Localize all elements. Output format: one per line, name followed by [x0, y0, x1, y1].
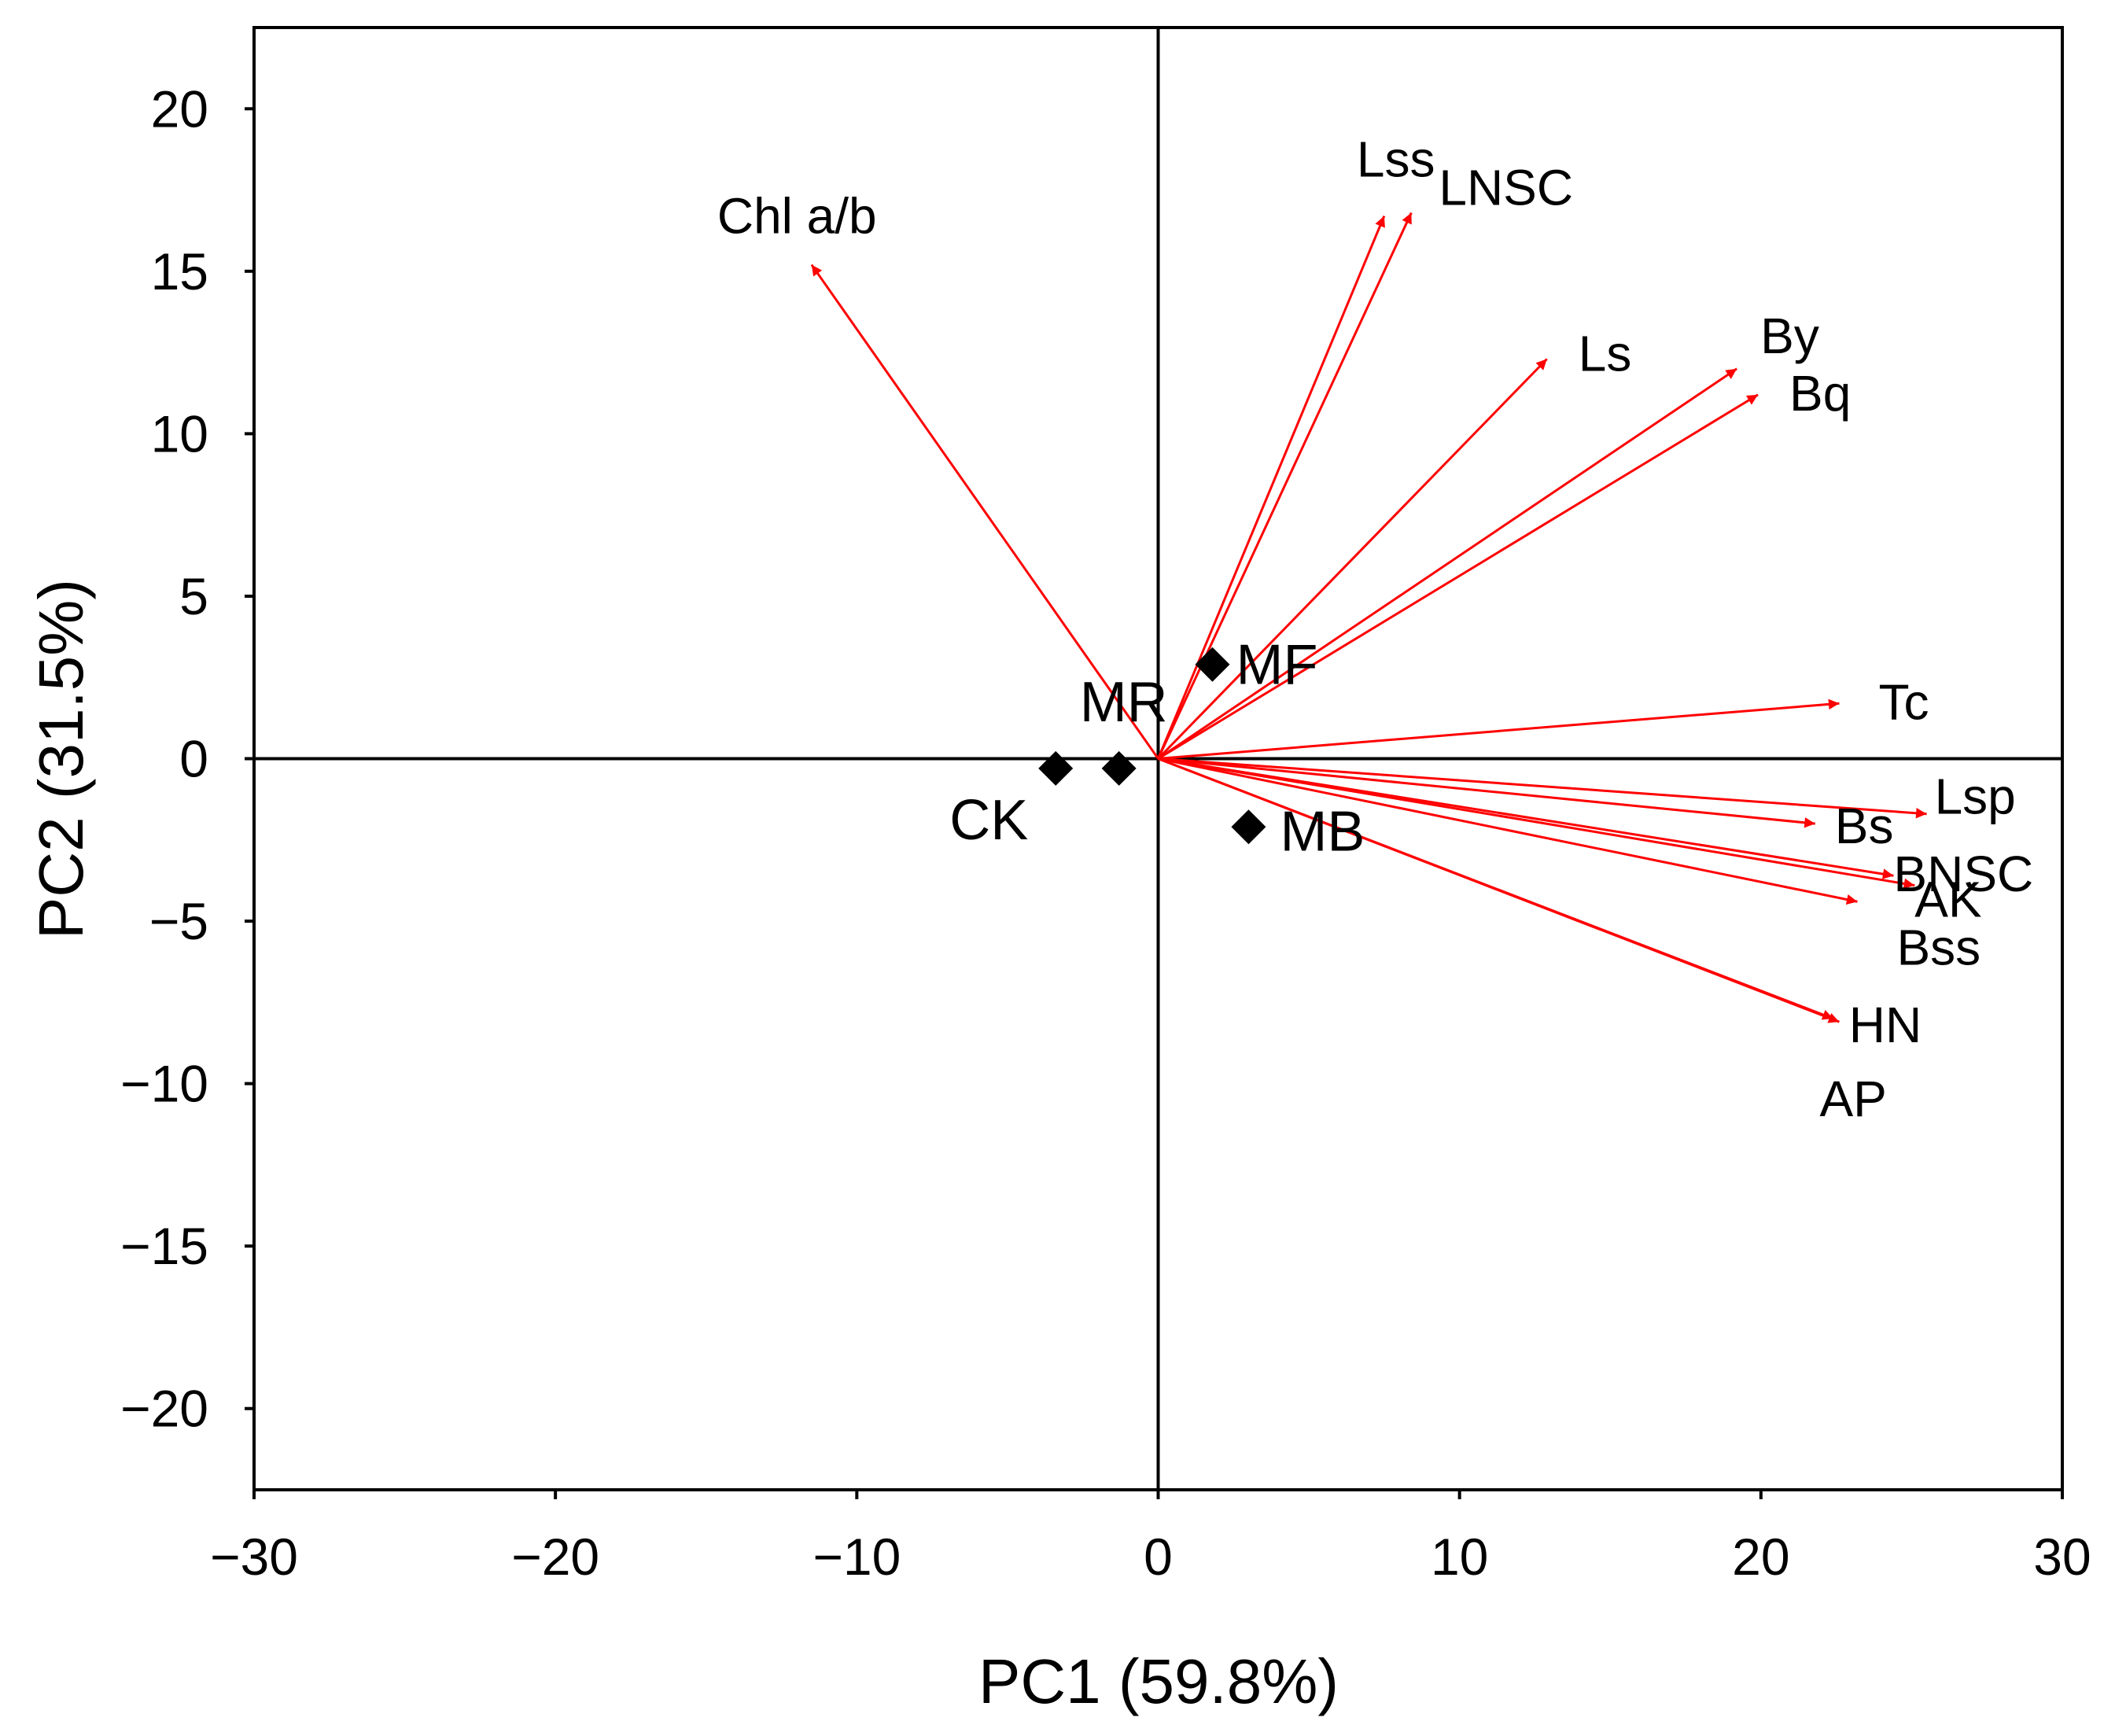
- vector-label: Lsp: [1935, 768, 2016, 825]
- vector-label: Chl a/b: [717, 188, 877, 245]
- sample-label: MB: [1280, 800, 1365, 863]
- y-tick-label: −10: [120, 1055, 208, 1113]
- x-tick-label: 20: [1732, 1528, 1789, 1586]
- y-tick-label: 5: [179, 567, 208, 625]
- y-tick-label: 15: [151, 242, 208, 300]
- vector-label: By: [1760, 308, 1819, 364]
- vector-arrow: [1158, 757, 1858, 905]
- sample-point: [1231, 809, 1266, 845]
- y-tick-label: 10: [151, 404, 208, 463]
- y-axis-title: PC2 (31.5%): [26, 579, 96, 939]
- sample-label: MF: [1236, 634, 1317, 697]
- vector-label: Ls: [1579, 325, 1632, 381]
- vector-arrow: [1157, 367, 1738, 760]
- y-tick-label: 20: [151, 79, 208, 138]
- vector-arrow: [1157, 393, 1759, 760]
- x-tick-label: 10: [1431, 1528, 1488, 1586]
- sample-label: MR: [1080, 671, 1168, 734]
- vector-label: AP: [1819, 1071, 1886, 1127]
- vector-label: Bss: [1896, 919, 1981, 975]
- vector-label: BNSC: [1893, 846, 2033, 902]
- vector-label: HN: [1849, 997, 1922, 1053]
- y-tick-label: −20: [120, 1380, 208, 1438]
- y-tick-label: −15: [120, 1217, 208, 1275]
- vector-arrow: [1158, 698, 1840, 760]
- x-tick-label: −30: [210, 1528, 298, 1586]
- vector-label: LNSC: [1439, 159, 1573, 216]
- vector-label: Lss: [1357, 131, 1435, 188]
- vector-arrow: [1157, 216, 1386, 760]
- vector-label: AK: [1914, 872, 1981, 928]
- sample-label: CK: [949, 789, 1028, 852]
- x-tick-label: −10: [812, 1528, 901, 1586]
- x-tick-label: 0: [1144, 1528, 1173, 1586]
- vector-arrow: [1158, 757, 1815, 828]
- vector-label: Tc: [1878, 673, 1929, 730]
- vector-arrow: [1158, 757, 1915, 890]
- vector-arrow: [1157, 757, 1840, 1023]
- y-tick-label: −5: [149, 892, 208, 950]
- sample-point: [1195, 647, 1230, 682]
- vector-arrow: [810, 264, 1159, 760]
- vector-label: Bs: [1835, 798, 1894, 854]
- x-axis-ticks: −30 −20 −10 0 10 20 30: [210, 1490, 2091, 1586]
- y-axis-ticks: 20 15 10 5 0 −5 −10 −15 −20: [120, 79, 254, 1438]
- sample-points: MF MR CK MB: [949, 634, 1365, 864]
- y-tick-label: 0: [179, 730, 208, 788]
- vector-label: Bq: [1789, 365, 1851, 422]
- vector-arrow: [1158, 757, 1927, 819]
- sample-point: [1038, 750, 1074, 786]
- x-tick-label: −20: [511, 1528, 599, 1586]
- vector-arrow: [1157, 358, 1548, 760]
- x-tick-label: 30: [2033, 1528, 2091, 1586]
- sample-point: [1101, 750, 1137, 786]
- x-axis-title: PC1 (59.8%): [978, 1646, 1339, 1716]
